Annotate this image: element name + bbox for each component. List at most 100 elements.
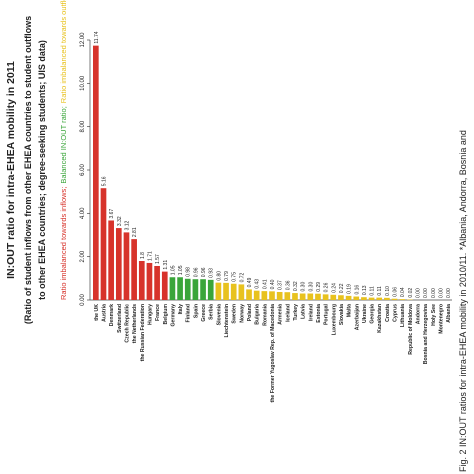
bar bbox=[338, 295, 344, 300]
bar bbox=[269, 291, 275, 300]
bar bbox=[322, 294, 329, 300]
x-tick-label: Latvia bbox=[301, 304, 307, 319]
bar bbox=[192, 279, 199, 300]
data-label: 0.43 bbox=[255, 279, 261, 289]
bar bbox=[345, 295, 352, 300]
bar bbox=[200, 279, 206, 300]
y-tick-label: 8.00 bbox=[80, 120, 86, 132]
data-label: 0.00 bbox=[446, 288, 452, 298]
data-label: 0.36 bbox=[285, 280, 291, 290]
x-tick-label: Sweden bbox=[232, 304, 238, 324]
data-label: 5.16 bbox=[101, 176, 107, 186]
x-tick-label: Armenia bbox=[278, 304, 284, 325]
data-label: 0.16 bbox=[354, 285, 360, 295]
caption: Fig. 2 IN:OUT ratios for intra-EHEA mobi… bbox=[458, 130, 468, 472]
bar bbox=[376, 297, 383, 300]
bar bbox=[154, 265, 160, 300]
data-label: 0.80 bbox=[216, 271, 222, 281]
x-tick-label: Cyprus bbox=[393, 304, 399, 322]
data-label: 0.37 bbox=[278, 280, 284, 290]
bar bbox=[384, 297, 390, 300]
data-label: 0.41 bbox=[262, 279, 268, 289]
x-tick-label: Ireland bbox=[308, 304, 314, 321]
data-label: 0.79 bbox=[224, 271, 230, 281]
data-label: 1.05 bbox=[178, 265, 184, 275]
data-label: 0.00 bbox=[416, 288, 422, 298]
x-tick-label: Georgia bbox=[370, 304, 376, 324]
data-label: 0.98 bbox=[186, 267, 192, 277]
bar bbox=[123, 232, 130, 300]
x-tick-label: Austria bbox=[101, 304, 107, 322]
x-tick-label: Slovakia bbox=[339, 304, 345, 325]
data-label: 3.32 bbox=[117, 216, 123, 226]
data-label: 0.40 bbox=[270, 279, 276, 289]
bar bbox=[391, 298, 398, 300]
x-tick-label: Kazakhstan bbox=[377, 304, 383, 333]
x-tick-label: Turkey bbox=[293, 304, 299, 321]
data-label: 0.96 bbox=[193, 267, 199, 277]
x-tick-label: Norway bbox=[239, 304, 245, 323]
x-tick-label: Spain bbox=[193, 304, 199, 318]
bar bbox=[238, 284, 245, 300]
x-tick-label: Portugal bbox=[324, 303, 330, 325]
bar bbox=[246, 289, 252, 300]
bar bbox=[399, 299, 406, 300]
x-tick-label: Ukraine bbox=[362, 304, 368, 323]
y-tick-label: 2.00 bbox=[80, 250, 86, 262]
bar bbox=[184, 278, 191, 300]
x-tick-label: Montenegro bbox=[439, 304, 445, 334]
data-label: 1.57 bbox=[155, 254, 161, 264]
y-tick-label: 0.00 bbox=[80, 294, 86, 306]
data-label: 0.10 bbox=[385, 286, 391, 296]
bar bbox=[292, 293, 298, 300]
data-label: 3.12 bbox=[124, 220, 130, 230]
data-label: 0.11 bbox=[377, 286, 383, 296]
data-label: 0.13 bbox=[362, 285, 368, 295]
x-tick-label: Estonia bbox=[316, 304, 322, 323]
data-label: 0.02 bbox=[408, 288, 414, 298]
bar bbox=[146, 262, 153, 300]
bar bbox=[215, 282, 222, 300]
bar bbox=[223, 282, 229, 300]
data-label: 0.93 bbox=[209, 268, 215, 278]
y-tick-label: 4.00 bbox=[80, 207, 86, 219]
legend-entry: Balanced IN:OUT ratio; bbox=[59, 106, 68, 183]
x-tick-label: Serbia bbox=[209, 304, 215, 320]
x-tick-label: Holy See bbox=[431, 304, 437, 326]
bar bbox=[131, 239, 137, 300]
x-tick-label: Liechtenstein bbox=[224, 304, 230, 337]
x-tick-label: Germany bbox=[170, 304, 176, 327]
data-label: 0.24 bbox=[331, 283, 337, 293]
x-tick-label: Andorra bbox=[416, 304, 422, 324]
bar bbox=[161, 271, 168, 300]
bar bbox=[230, 283, 237, 300]
data-label: 0.06 bbox=[393, 287, 399, 297]
data-label: 0.00 bbox=[431, 288, 437, 298]
x-tick-label: Bulgaria bbox=[255, 304, 261, 325]
bar bbox=[169, 277, 176, 300]
data-label: 3.67 bbox=[109, 209, 115, 219]
bar bbox=[115, 228, 122, 300]
data-label: 0.32 bbox=[293, 281, 299, 291]
chart-subtitle: (Ratio of student inflows from other EHE… bbox=[23, 16, 33, 324]
data-label: 11.74 bbox=[94, 31, 100, 43]
bar bbox=[253, 290, 260, 300]
x-tick-label: Poland bbox=[247, 304, 253, 321]
data-label: 0.29 bbox=[316, 282, 322, 292]
data-label: 0.49 bbox=[247, 277, 253, 287]
legend-entry: Ratio imbalanced towards outflows bbox=[59, 0, 68, 103]
x-tick-label: Switzerland bbox=[117, 304, 123, 333]
x-tick-label: Lithuania bbox=[400, 304, 406, 327]
x-tick-label: Czech Republic bbox=[124, 304, 130, 343]
bar bbox=[138, 261, 145, 300]
legend-entry: Ratio imbalanced towards inflows; bbox=[59, 187, 68, 300]
x-tick-label: Romania bbox=[262, 304, 268, 326]
bar bbox=[207, 279, 214, 300]
data-label: 1.05 bbox=[170, 265, 176, 275]
data-label: 0.22 bbox=[339, 283, 345, 293]
y-tick-label: 10.00 bbox=[80, 75, 86, 91]
data-label: 1.8 bbox=[140, 252, 146, 259]
chart-title: IN:OUT ratio for intra-EHEA mobility in … bbox=[5, 61, 17, 279]
x-tick-label: Malta bbox=[347, 304, 353, 317]
x-tick-label: Albania bbox=[446, 304, 452, 323]
